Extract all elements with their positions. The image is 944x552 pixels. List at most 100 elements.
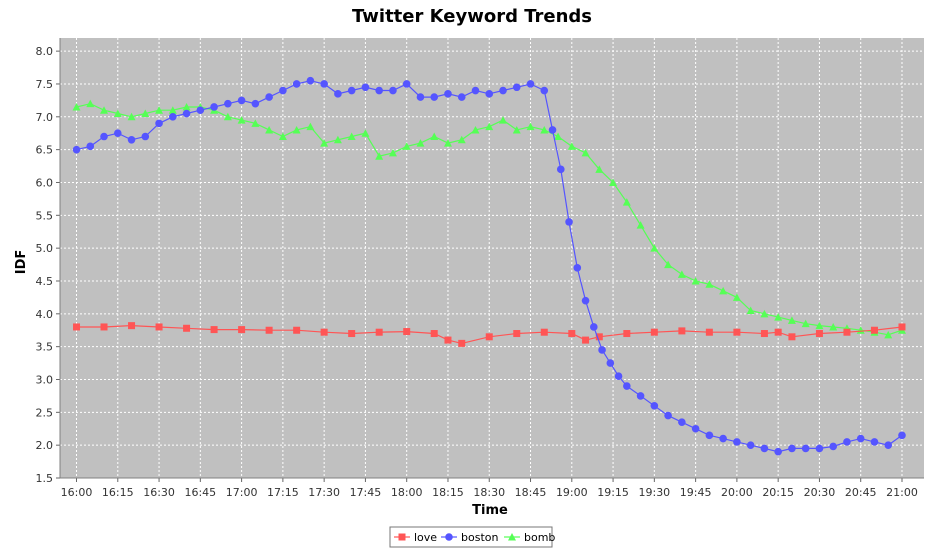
- data-point-love: [733, 328, 741, 336]
- data-point-boston: [155, 119, 163, 128]
- data-point-boston: [870, 438, 879, 446]
- data-point-boston: [801, 444, 810, 453]
- data-point-love: [623, 330, 631, 338]
- data-point-boston: [141, 132, 150, 141]
- x-tick-label: 16:15: [102, 486, 134, 499]
- data-point-bomb: [829, 322, 838, 331]
- data-point-boston: [113, 129, 122, 138]
- data-point-boston: [86, 142, 95, 151]
- data-point-bomb: [361, 129, 370, 137]
- x-tick-label: 18:45: [515, 486, 547, 499]
- data-point-bomb: [636, 221, 645, 229]
- data-point-bomb: [251, 119, 260, 127]
- data-point-bomb: [223, 112, 232, 121]
- y-tick-label: 8.0: [36, 45, 54, 58]
- data-point-bomb: [471, 125, 480, 134]
- data-point-boston: [251, 99, 260, 108]
- x-tick-label: 19:00: [556, 486, 588, 499]
- data-point-bomb: [402, 142, 411, 150]
- y-tick-label: 5.0: [36, 242, 54, 255]
- data-point-boston: [565, 218, 573, 226]
- data-point-love: [183, 324, 191, 332]
- data-point-boston: [746, 441, 755, 449]
- y-tick-label: 6.5: [36, 144, 54, 157]
- data-point-love: [540, 328, 548, 336]
- data-point-bomb: [430, 132, 439, 141]
- x-tick-label: 21:00: [886, 486, 918, 499]
- data-point-love: [568, 330, 576, 338]
- legend-label-love: love: [414, 531, 437, 544]
- data-point-boston: [829, 442, 837, 451]
- x-tick-label: 18:15: [432, 486, 464, 499]
- x-tick-label: 18:00: [391, 486, 423, 499]
- data-point-bomb: [815, 321, 824, 330]
- data-point-bomb: [388, 148, 397, 157]
- data-point-boston: [444, 90, 452, 98]
- data-point-boston: [169, 113, 177, 121]
- data-point-love: [650, 328, 658, 336]
- y-tick-label: 4.0: [36, 308, 54, 321]
- legend-marker-love: [398, 533, 406, 541]
- data-point-boston: [224, 99, 232, 108]
- data-point-bomb: [540, 125, 549, 134]
- data-point-boston: [389, 86, 397, 95]
- data-point-bomb: [457, 135, 466, 144]
- data-point-bomb: [691, 276, 700, 285]
- data-point-boston: [606, 359, 615, 367]
- data-point-love: [155, 323, 163, 331]
- data-point-boston: [540, 86, 549, 95]
- data-point-bomb: [237, 116, 246, 124]
- x-tick-label: 20:00: [721, 486, 753, 499]
- data-point-boston: [100, 132, 108, 141]
- data-point-love: [788, 333, 796, 341]
- series-layer: [72, 76, 906, 456]
- data-point-love: [265, 326, 273, 334]
- x-tick-label: 20:45: [845, 486, 877, 499]
- data-point-boston: [556, 165, 565, 174]
- data-point-bomb: [760, 309, 769, 318]
- data-point-bomb: [512, 125, 521, 134]
- data-point-boston: [127, 135, 136, 144]
- data-point-bomb: [595, 165, 604, 173]
- data-point-boston: [320, 80, 328, 88]
- chart-title: Twitter Keyword Trends: [352, 6, 592, 27]
- data-point-bomb: [72, 102, 81, 111]
- data-point-boston: [347, 86, 356, 95]
- data-point-bomb: [292, 125, 301, 134]
- legend-marker-boston: [445, 533, 453, 541]
- data-point-love: [238, 326, 246, 334]
- data-point-boston: [485, 90, 494, 98]
- data-point-love: [128, 322, 136, 330]
- data-point-bomb: [526, 122, 535, 131]
- x-tick-label: 16:45: [184, 486, 216, 499]
- data-point-boston: [334, 90, 342, 98]
- data-point-boston: [623, 382, 631, 390]
- legend-label-boston: boston: [461, 531, 498, 544]
- data-point-boston: [884, 441, 893, 449]
- data-point-love: [843, 328, 851, 336]
- legend-label-bomb: bomb: [524, 531, 555, 544]
- data-point-love: [73, 323, 81, 331]
- data-point-bomb: [100, 106, 109, 114]
- data-point-bomb: [168, 106, 177, 114]
- data-point-boston: [457, 93, 466, 101]
- data-point-boston: [691, 424, 700, 433]
- data-point-bomb: [306, 122, 315, 131]
- data-point-boston: [856, 434, 865, 443]
- data-point-boston: [182, 109, 191, 118]
- data-point-bomb: [554, 132, 563, 141]
- data-point-bomb: [443, 139, 452, 147]
- data-point-boston: [788, 444, 796, 453]
- data-point-boston: [512, 83, 521, 92]
- data-point-love: [293, 326, 301, 334]
- data-point-love: [582, 336, 590, 344]
- x-tick-label: 17:15: [267, 486, 299, 499]
- data-point-boston: [471, 86, 480, 95]
- data-point-love: [430, 330, 438, 338]
- data-point-love: [320, 328, 328, 336]
- data-point-boston: [678, 418, 686, 426]
- data-point-love: [444, 336, 452, 344]
- data-point-bomb: [719, 286, 728, 295]
- data-point-boston: [292, 80, 301, 88]
- data-point-bomb: [787, 316, 796, 324]
